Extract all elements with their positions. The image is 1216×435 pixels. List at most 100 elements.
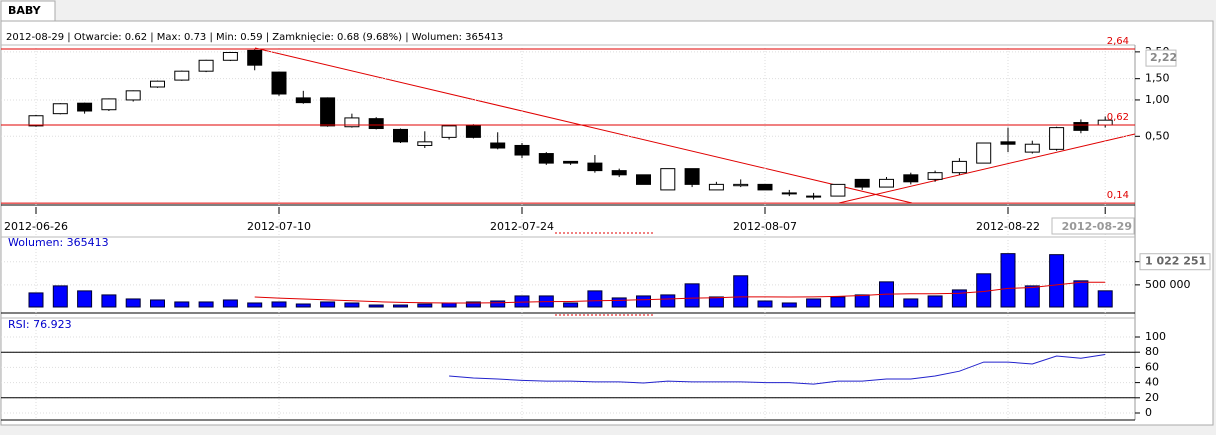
candle-body	[198, 59, 214, 72]
info-line: 2012-08-29 | Otwarcie: 0.62 | Max: 0.73 …	[6, 32, 503, 43]
candle-body	[344, 117, 360, 128]
volume-bar	[441, 302, 457, 308]
y-tick-label: 1,50	[1145, 72, 1170, 85]
candle-body	[684, 168, 700, 185]
candle-body	[660, 168, 676, 191]
volume-bar	[368, 304, 384, 308]
candle-body	[611, 170, 627, 176]
x-tick-label: 2012-08-07	[733, 220, 797, 233]
line-series	[254, 281, 1106, 304]
volume-title: Wolumen: 365413	[8, 236, 109, 249]
candle-body	[830, 183, 846, 197]
candle-body	[295, 97, 311, 104]
volume-bar	[417, 303, 433, 308]
volume-bar	[344, 302, 360, 308]
candle-body	[854, 178, 870, 188]
volume-bar	[125, 298, 141, 308]
level-label: 0,14	[1107, 190, 1129, 201]
candle-body	[28, 115, 44, 127]
volume-bar	[490, 300, 506, 308]
candle-body	[514, 144, 530, 156]
candle-body	[538, 153, 554, 164]
x-tick-label: 2012-08-29	[1062, 220, 1132, 233]
y-tick-label: 0,50	[1145, 129, 1170, 142]
x-tick-label: 2012-06-26	[4, 220, 68, 233]
tab-label[interactable]: BABY	[8, 4, 42, 17]
candle-body	[1000, 141, 1016, 145]
candle-body	[951, 160, 967, 174]
candle-body	[781, 192, 797, 195]
candle-body	[174, 70, 190, 81]
candle-body	[77, 102, 93, 112]
level-label: 2,64	[1107, 36, 1129, 47]
candle-body	[393, 128, 408, 143]
volume-bar	[1049, 254, 1065, 308]
volume-bar	[660, 294, 676, 308]
volume-bar	[174, 301, 190, 308]
candle-body	[490, 142, 506, 149]
volume-bar	[1024, 285, 1040, 308]
candle-body	[271, 71, 287, 95]
candle-body	[52, 103, 68, 115]
candle-body	[903, 174, 919, 183]
level-label: 0,62	[1107, 112, 1129, 123]
candle-body	[806, 195, 822, 198]
candle-body	[976, 142, 992, 164]
volume-bar	[951, 289, 967, 308]
volume-bar	[514, 295, 530, 308]
volume-bar	[222, 299, 238, 308]
candle-body	[150, 80, 165, 88]
candle-body	[222, 52, 238, 61]
y-tick-label: 60	[1145, 360, 1159, 373]
volume-bar	[101, 294, 117, 308]
volume-bar	[587, 290, 603, 308]
y-tick-label: 20	[1145, 391, 1159, 404]
y-tick-label: 80	[1145, 345, 1159, 358]
candle-body	[101, 98, 117, 111]
x-tick-label: 2012-07-10	[247, 220, 311, 233]
candle-body	[1049, 127, 1065, 150]
volume-bar	[77, 290, 93, 308]
candle-body	[879, 178, 894, 188]
volume-bar	[295, 303, 311, 308]
candle-body	[1073, 122, 1089, 131]
volume-bar	[733, 275, 749, 308]
x-tick-label: 2012-07-24	[490, 220, 554, 233]
chart-frame	[0, 20, 1214, 426]
volume-bar	[52, 285, 68, 308]
volume-bar	[271, 301, 287, 308]
y-tick-label: 40	[1145, 376, 1159, 389]
candle-body	[465, 125, 481, 138]
volume-bar	[320, 301, 336, 308]
volume-bar	[781, 302, 797, 308]
candle-body	[441, 125, 457, 138]
y-tick-label: 500 000	[1145, 278, 1191, 291]
line-series	[449, 354, 1106, 385]
candle-body	[125, 90, 141, 101]
last-price-label: 2,22	[1150, 51, 1177, 64]
candle-body	[417, 141, 433, 146]
volume-bar	[927, 295, 943, 308]
volume-bar	[611, 297, 627, 308]
candle-body	[927, 172, 943, 180]
volume-bar	[247, 302, 263, 308]
candle-body	[757, 183, 773, 191]
volume-bar	[684, 283, 700, 308]
y-tick-label: 1 022 251	[1145, 255, 1206, 268]
candle-body	[636, 174, 651, 185]
volume-bar	[757, 300, 773, 308]
x-label-box	[1051, 217, 1135, 235]
volume-bar	[806, 298, 822, 308]
volume-bar	[636, 295, 651, 308]
volume-bar	[198, 301, 214, 308]
y-label-box	[1139, 253, 1211, 271]
last-price-box	[1145, 49, 1177, 67]
y-tick-label: 0	[1145, 406, 1152, 419]
volume-bar	[903, 298, 919, 308]
y-tick-label: 100	[1145, 330, 1166, 343]
volume-bar	[150, 299, 165, 308]
candle-body	[563, 160, 579, 164]
x-tick-label: 2012-08-22	[976, 220, 1040, 233]
volume-bar	[830, 296, 846, 308]
